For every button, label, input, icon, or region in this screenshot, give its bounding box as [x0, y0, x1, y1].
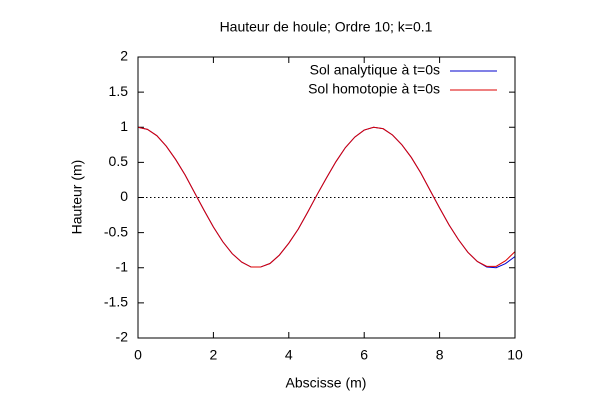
x-tick-label: 0 [134, 347, 142, 363]
y-tick-label: -1.5 [104, 294, 128, 310]
x-tick-label: 2 [210, 347, 218, 363]
y-tick-label: 1.5 [109, 83, 129, 99]
x-tick-label: 10 [507, 347, 523, 363]
y-tick-label: 2 [120, 48, 128, 64]
y-axis-label: Hauteur (m) [69, 160, 85, 235]
y-tick-label: -2 [116, 329, 129, 345]
legend-label: Sol analytique à t=0s [310, 62, 440, 78]
chart-title: Hauteur de houle; Ordre 10; k=0.1 [220, 19, 433, 35]
y-tick-label: -1 [116, 258, 129, 274]
line-series [137, 126, 516, 268]
y-tick-label: 0.5 [109, 153, 129, 169]
y-tick-label: 1 [120, 118, 128, 134]
y-tick-label: -0.5 [104, 223, 128, 239]
plot-frame [137, 56, 516, 339]
x-tick-label: 4 [285, 347, 293, 363]
x-tick-label: 8 [436, 347, 444, 363]
legend-label: Sol homotopie à t=0s [308, 81, 440, 97]
y-tick-label: 0 [120, 188, 128, 204]
x-tick-label: 6 [360, 347, 368, 363]
x-axis-label: Abscisse (m) [286, 375, 367, 391]
